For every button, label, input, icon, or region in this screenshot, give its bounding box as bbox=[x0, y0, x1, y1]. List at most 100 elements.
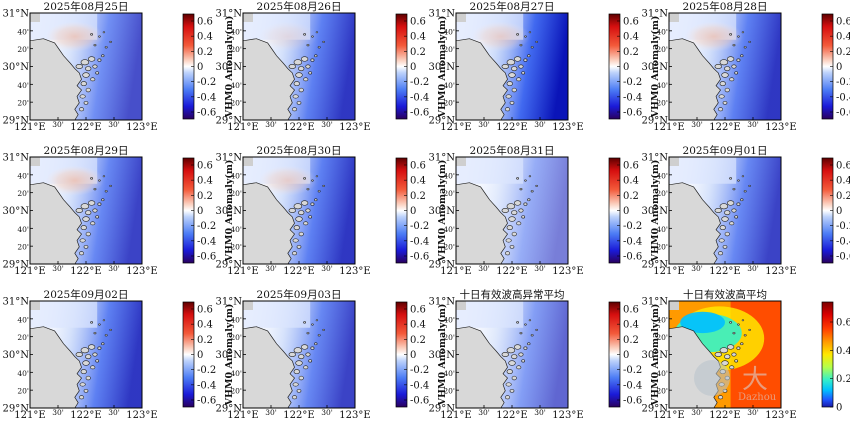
lat-tick-label: 20' bbox=[443, 45, 455, 54]
island bbox=[303, 321, 307, 324]
map-area bbox=[668, 157, 781, 265]
lon-tick-label: 121°E bbox=[440, 266, 471, 277]
map-panel: 2025年09月03日 31°N 40' 20' 30°N 40' 20' 29°N121°E… bbox=[216, 288, 448, 421]
lon-tick-label: 30' bbox=[534, 120, 546, 129]
island bbox=[97, 346, 102, 350]
island bbox=[85, 375, 91, 381]
island bbox=[505, 238, 512, 243]
island bbox=[506, 369, 513, 375]
lat-tick-label: 31°N bbox=[642, 9, 669, 20]
island bbox=[311, 35, 314, 38]
colorbar-tick-label: 0.6 bbox=[836, 161, 850, 172]
island bbox=[102, 175, 106, 178]
island bbox=[80, 203, 90, 210]
colorbar-tick-label: -0.4 bbox=[410, 236, 429, 247]
island bbox=[104, 46, 108, 49]
colorbar-tick-label: 0.4 bbox=[197, 320, 213, 331]
colorbar-tick-label: 0.4 bbox=[836, 346, 850, 357]
island bbox=[101, 54, 105, 58]
island bbox=[734, 215, 739, 219]
island bbox=[300, 56, 309, 62]
lat-tick-label: 40' bbox=[443, 315, 455, 324]
lat-tick-label: 31°N bbox=[429, 297, 456, 308]
island bbox=[322, 40, 325, 43]
island bbox=[740, 198, 744, 202]
map-area bbox=[29, 301, 142, 409]
map-panel: 2025年09月01日 31°N 40' 20' 30°N 40' 20' 29°N121°E… bbox=[642, 144, 850, 277]
lat-tick-label: 31°N bbox=[216, 9, 243, 20]
land-mass bbox=[29, 326, 82, 409]
island bbox=[95, 71, 100, 75]
land-mass bbox=[242, 326, 295, 409]
lat-tick-label: 29°N bbox=[642, 260, 669, 271]
island bbox=[527, 54, 531, 58]
island bbox=[530, 46, 534, 49]
positive-anomaly-field bbox=[45, 21, 104, 52]
island bbox=[83, 101, 89, 105]
island bbox=[315, 175, 319, 178]
island bbox=[87, 344, 96, 350]
map-area bbox=[668, 13, 781, 121]
island bbox=[92, 352, 98, 357]
island bbox=[722, 245, 728, 249]
panel-title: 2025年09月02日 bbox=[44, 288, 129, 301]
colorbar-tick-label: 0.4 bbox=[623, 32, 639, 43]
lat-tick-label: 30°N bbox=[3, 62, 30, 73]
map-panel: 2025年08月29日 31°N 40' 20' 30°N 40' 20' 29°N121°E… bbox=[3, 144, 235, 277]
land-mass bbox=[455, 182, 508, 265]
lon-tick-label: 123°E bbox=[126, 410, 157, 421]
island bbox=[315, 31, 319, 34]
island bbox=[731, 208, 737, 213]
map-area bbox=[242, 13, 355, 121]
colorbar-tick-label: 0.6 bbox=[197, 305, 213, 316]
lon-tick-label: 122°E bbox=[496, 410, 527, 421]
colorbar-tick-label: 0.4 bbox=[410, 176, 426, 187]
island bbox=[79, 238, 86, 243]
land-mass bbox=[29, 38, 82, 121]
lat-tick-label: 29°N bbox=[3, 116, 30, 127]
lon-tick-label: 121°E bbox=[227, 266, 258, 277]
lat-tick-label: 29°N bbox=[429, 116, 456, 127]
lon-tick-label: 30' bbox=[534, 264, 546, 273]
panel-title: 2025年09月01日 bbox=[683, 144, 768, 157]
island bbox=[726, 56, 735, 62]
island bbox=[298, 87, 304, 93]
map-panel: 2025年09月02日 31°N 40' 20' 30°N 40' 20' 29°N121°E… bbox=[3, 288, 235, 421]
lon-tick-label: 121°E bbox=[14, 410, 45, 421]
lon-tick-label: 30' bbox=[321, 264, 333, 273]
island bbox=[719, 347, 729, 354]
island bbox=[85, 354, 92, 360]
island bbox=[93, 187, 97, 191]
island bbox=[98, 179, 101, 182]
no-data-mask bbox=[456, 157, 466, 166]
island bbox=[743, 190, 747, 193]
lon-tick-label: 122°E bbox=[283, 410, 314, 421]
island bbox=[527, 198, 531, 202]
island bbox=[90, 33, 94, 36]
island bbox=[731, 352, 737, 357]
island bbox=[511, 231, 517, 237]
island bbox=[98, 35, 101, 38]
island bbox=[79, 94, 86, 99]
lat-tick-label: 20' bbox=[656, 333, 668, 342]
island bbox=[303, 33, 307, 36]
island bbox=[293, 203, 303, 210]
island bbox=[511, 375, 517, 381]
lat-tick-label: 20' bbox=[17, 333, 29, 342]
lon-tick-label: 30' bbox=[321, 408, 333, 417]
island bbox=[92, 64, 98, 69]
map-area bbox=[455, 13, 568, 121]
island bbox=[724, 66, 731, 72]
colorbar-tick-label: 0.2 bbox=[623, 47, 639, 58]
lon-tick-label: 30' bbox=[747, 408, 759, 417]
map-panel: 2025年08月27日 31°N 40' 20' 30°N 40' 20' 29°N121°E… bbox=[429, 0, 661, 133]
island bbox=[524, 179, 527, 182]
island bbox=[724, 87, 730, 93]
lon-tick-label: 30' bbox=[478, 264, 490, 273]
map-panel: 2025年08月28日 31°N 40' 20' 30°N 40' 20' 29°N121°E… bbox=[642, 0, 850, 133]
island bbox=[296, 389, 302, 393]
colorbar-tick-label: 0.2 bbox=[410, 191, 426, 202]
colorbar-tick-label: -0.4 bbox=[197, 236, 216, 247]
island bbox=[718, 238, 725, 243]
